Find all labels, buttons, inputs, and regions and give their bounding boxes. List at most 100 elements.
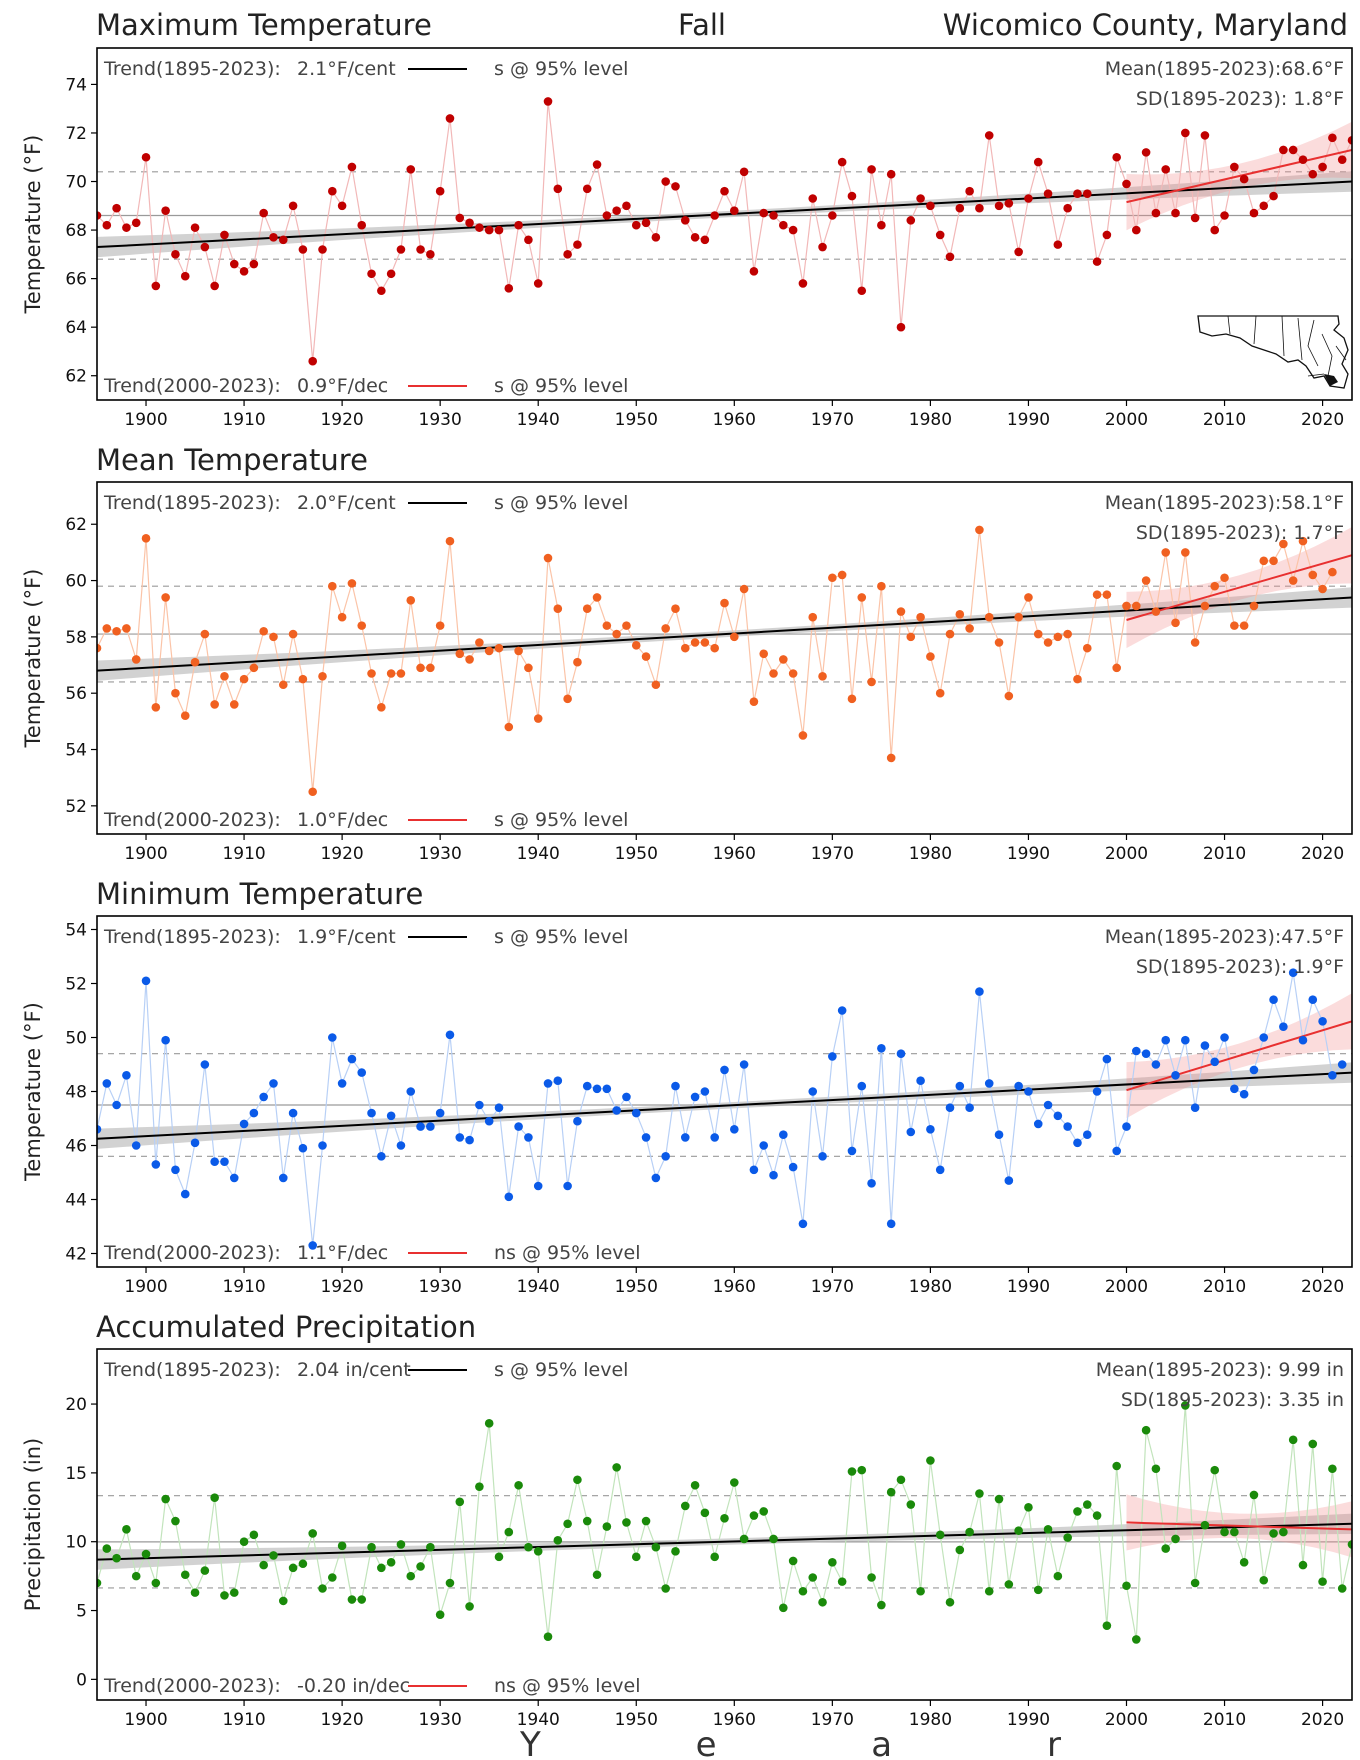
data-point <box>533 1547 543 1556</box>
x-tick-label: 1930 <box>419 1277 462 1297</box>
data-point <box>298 1559 308 1569</box>
data-point <box>543 1632 553 1641</box>
data-point <box>122 1071 131 1080</box>
data-point <box>867 1179 876 1188</box>
data-point <box>671 1081 680 1091</box>
x-tick-label: 1910 <box>222 1710 265 1730</box>
data-point <box>1063 1122 1072 1131</box>
data-point <box>1161 1035 1171 1045</box>
data-point <box>161 593 170 602</box>
data-point <box>1092 590 1102 599</box>
data-point <box>1259 1033 1269 1042</box>
data-point <box>651 1542 661 1552</box>
y-tick-label: 66 <box>65 270 87 290</box>
y-tick-label: 44 <box>65 1191 87 1211</box>
data-point <box>759 649 769 659</box>
y-tick-label: 15 <box>65 1464 87 1484</box>
x-tick-label: 2010 <box>1203 1710 1246 1730</box>
trend-long-line <box>97 1522 1352 1561</box>
data-point <box>1279 1527 1288 1537</box>
trend-long-label: Trend(1895-2023): <box>103 926 281 948</box>
data-point <box>190 1588 200 1597</box>
trend-long-line <box>97 596 1352 672</box>
data-point <box>1082 189 1092 198</box>
x-tick-label: 1900 <box>124 1710 167 1730</box>
trend-long-significance: s @ 95% level <box>494 492 628 514</box>
x-tick-label: 1960 <box>713 1710 756 1730</box>
data-point <box>1014 247 1023 257</box>
data-point <box>1082 1130 1092 1139</box>
data-point <box>1328 1464 1337 1474</box>
data-point <box>337 1079 347 1088</box>
data-point <box>965 1103 974 1112</box>
data-point <box>622 1518 631 1527</box>
data-point <box>886 169 896 179</box>
maryland-map-inset <box>1197 315 1349 389</box>
data-point <box>141 976 151 986</box>
data-point <box>837 157 847 167</box>
data-point <box>847 694 857 704</box>
data-point <box>357 220 367 230</box>
data-point <box>661 1584 670 1593</box>
data-point <box>916 612 925 622</box>
x-tick-label: 1960 <box>713 410 756 430</box>
data-point <box>896 607 906 616</box>
data-point <box>1308 169 1318 179</box>
data-point <box>239 267 249 276</box>
data-point <box>318 245 327 254</box>
data-point <box>563 1181 572 1191</box>
data-point <box>435 1108 445 1118</box>
data-point <box>553 1536 563 1545</box>
y-tick-label: 60 <box>65 572 87 592</box>
data-point <box>641 652 651 661</box>
data-point <box>328 1033 337 1042</box>
data-point <box>543 97 553 106</box>
data-point <box>1033 629 1043 639</box>
data-point <box>367 669 376 678</box>
data-point <box>808 1087 818 1096</box>
data-point <box>935 230 945 240</box>
data-point <box>906 632 916 642</box>
data-point <box>612 1106 621 1115</box>
x-tick-label: 1940 <box>517 410 560 430</box>
data-point <box>396 1540 406 1549</box>
data-point <box>514 1480 523 1490</box>
data-point <box>308 787 318 797</box>
data-point <box>1024 1087 1033 1096</box>
data-point <box>1043 189 1053 198</box>
data-point <box>1122 179 1131 189</box>
trend-recent-line <box>1126 1020 1352 1092</box>
data-point <box>455 1133 465 1142</box>
y-axis-label: Temperature (°F) <box>21 1002 45 1182</box>
data-point <box>1328 133 1337 143</box>
data-point <box>1259 556 1269 566</box>
data-point <box>837 570 847 580</box>
data-point <box>837 1577 847 1586</box>
data-point <box>171 1165 180 1175</box>
data-point <box>200 1060 210 1069</box>
data-point <box>514 1122 523 1131</box>
data-point <box>1161 1544 1171 1553</box>
data-point <box>288 201 298 211</box>
data-point <box>229 700 239 709</box>
data-point <box>984 1586 994 1596</box>
data-point <box>1131 1046 1141 1056</box>
data-point <box>533 714 543 723</box>
data-point <box>1210 1465 1220 1475</box>
data-point <box>828 573 837 583</box>
data-point <box>1239 621 1249 630</box>
data-point <box>553 1076 563 1085</box>
data-point <box>759 1507 769 1516</box>
data-point <box>926 1456 935 1465</box>
data-point <box>386 269 396 279</box>
x-tick-label: 1990 <box>1007 410 1050 430</box>
data-point <box>416 663 425 673</box>
data-point <box>739 1534 749 1544</box>
y-axis-label: Temperature (°F) <box>21 135 45 315</box>
data-point <box>1122 1581 1131 1591</box>
data-point <box>210 1493 219 1502</box>
data-point <box>690 1092 700 1102</box>
data-point <box>994 638 1004 647</box>
data-point <box>484 646 494 656</box>
data-point <box>1249 208 1259 218</box>
